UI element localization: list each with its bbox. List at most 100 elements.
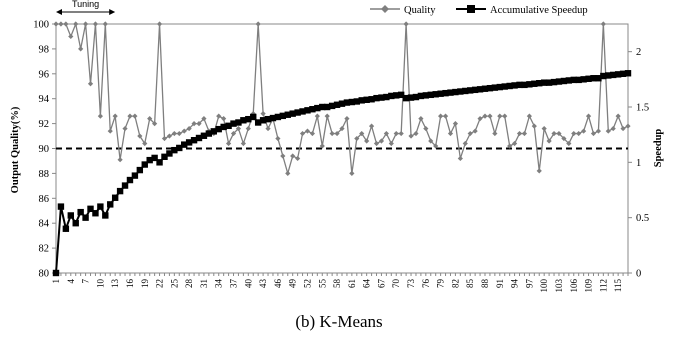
x-tick-label: 61: [347, 279, 357, 288]
speedup-point: [580, 76, 587, 83]
left-tick-label: 86: [39, 194, 50, 205]
quality-point: [438, 113, 444, 119]
x-tick-label: 67: [376, 279, 386, 289]
speedup-point: [161, 153, 168, 160]
speedup-point: [526, 81, 533, 88]
x-tick-label: 64: [362, 279, 372, 289]
legend-speedup-marker: [467, 5, 475, 13]
quality-point: [521, 130, 528, 137]
speedup-point: [540, 79, 548, 86]
speedup-point: [516, 81, 523, 89]
quality-point: [127, 113, 133, 119]
speedup-point: [87, 205, 94, 213]
quality-point: [442, 113, 449, 119]
quality-point: [78, 46, 84, 52]
speedup-point: [111, 194, 119, 201]
quality-point: [63, 21, 69, 27]
speedup-point: [279, 112, 287, 120]
speedup-point: [136, 166, 144, 174]
speedup-point: [62, 225, 70, 232]
quality-point: [319, 143, 325, 149]
speedup-point: [116, 187, 124, 195]
speedup-point: [407, 94, 415, 101]
quality-point: [462, 140, 468, 147]
quality-point: [349, 170, 355, 176]
quality-point: [413, 130, 419, 137]
speedup-point: [422, 92, 430, 99]
x-tick-label: 28: [184, 279, 194, 289]
quality-point: [87, 81, 94, 87]
quality-point: [176, 130, 182, 137]
quality-point: [526, 113, 532, 119]
left-tick-label: 100: [33, 20, 49, 31]
x-tick-label: 1: [51, 279, 61, 284]
x-tick-label: 97: [524, 279, 534, 289]
speedup-point: [181, 141, 188, 148]
quality-point: [122, 125, 128, 132]
quality-point: [117, 157, 123, 163]
quality-point: [576, 130, 582, 137]
x-tick-label: 55: [317, 279, 327, 289]
speedup-point: [614, 71, 622, 78]
speedup-point: [299, 108, 306, 115]
quality-point: [541, 125, 547, 132]
speedup-point: [442, 89, 449, 97]
quality-point: [516, 130, 523, 137]
quality-point: [487, 113, 493, 119]
x-tick-label: 43: [258, 279, 268, 289]
quality-point: [216, 113, 222, 119]
speedup-point: [240, 117, 247, 124]
quality-point: [581, 128, 587, 134]
x-tick-label: 100: [539, 279, 549, 293]
speedup-point: [141, 161, 148, 168]
quality-point: [472, 128, 478, 134]
left-axis-ticks: 80 82 84 86 88 90 92 94 96 98 100: [33, 20, 56, 280]
x-tick-label: 19: [140, 279, 150, 289]
speedup-point: [176, 144, 183, 152]
speedup-point: [126, 176, 134, 184]
speedup-point: [205, 130, 213, 137]
x-tick-label: 79: [436, 279, 446, 289]
quality-point: [260, 111, 266, 117]
tuning-arrow-right: [109, 9, 116, 15]
speedup-point: [467, 87, 474, 94]
left-tick-label: 80: [39, 269, 50, 280]
x-tick-label: 22: [155, 279, 165, 288]
x-tick-label: 16: [125, 279, 135, 289]
x-tick-label: 76: [421, 279, 431, 289]
right-axis-ticks: 0 0.5 1 1.5 2: [628, 47, 649, 280]
x-tick-label: 73: [406, 279, 416, 289]
quality-point: [225, 140, 232, 147]
speedup-point: [536, 80, 543, 87]
quality-point: [285, 170, 291, 176]
tuning-arrow-left: [56, 9, 62, 15]
speedup-point: [555, 78, 563, 85]
figure-caption: (b) K-Means: [295, 312, 382, 331]
speedup-point: [131, 172, 139, 179]
speedup-point: [200, 132, 208, 139]
quality-point: [295, 155, 301, 162]
speedup-point: [97, 203, 104, 210]
x-tick-label: 82: [450, 279, 460, 288]
quality-point: [620, 125, 626, 132]
speedup-point: [328, 102, 336, 110]
speedup-point: [565, 77, 573, 84]
quality-point: [171, 130, 177, 137]
quality-point: [482, 113, 488, 119]
quality-point: [625, 123, 631, 129]
quality-point: [304, 128, 311, 134]
speedup-point: [284, 111, 291, 118]
speedup-point: [77, 208, 84, 216]
series-accumulative-speedup: [52, 70, 632, 277]
speedup-point: [225, 122, 232, 130]
right-tick-label: 1.5: [636, 103, 649, 114]
quality-point: [428, 138, 434, 144]
speedup-point: [491, 84, 499, 91]
y-axis-right-title: Speedup: [653, 129, 664, 168]
legend: Quality Accumulative Speedup: [370, 5, 588, 16]
speedup-point: [486, 84, 494, 92]
quality-point: [556, 130, 562, 137]
speedup-point: [550, 78, 558, 86]
left-tick-label: 88: [39, 169, 50, 180]
speedup-point: [595, 75, 602, 82]
